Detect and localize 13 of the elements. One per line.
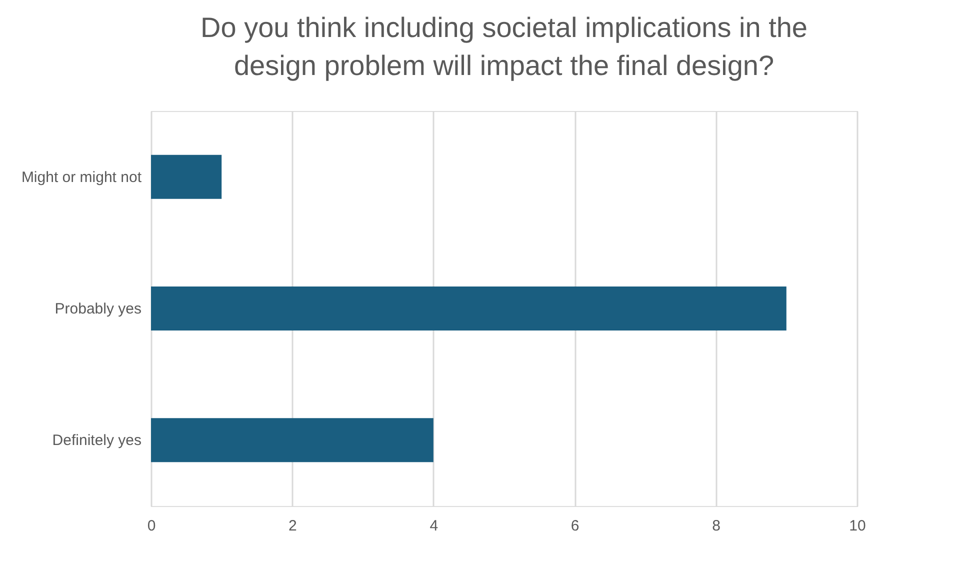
y-tick-label: Might or might not <box>21 168 142 186</box>
x-tick-label: 10 <box>849 518 866 534</box>
bar <box>151 286 786 330</box>
x-tick-label: 4 <box>430 518 438 534</box>
x-tick-label: 0 <box>147 518 156 534</box>
bar <box>151 418 434 462</box>
y-tick-label: Definitely yes <box>52 432 142 450</box>
chart-title: Do you think including societal implications in the design problem will impact the final design? <box>200 12 808 81</box>
x-tick-label: 8 <box>712 518 720 534</box>
y-tick-label: Probably yes <box>54 300 142 318</box>
x-tick-label: 2 <box>288 518 297 534</box>
x-tick-label: 6 <box>570 518 580 534</box>
bar <box>151 154 222 199</box>
